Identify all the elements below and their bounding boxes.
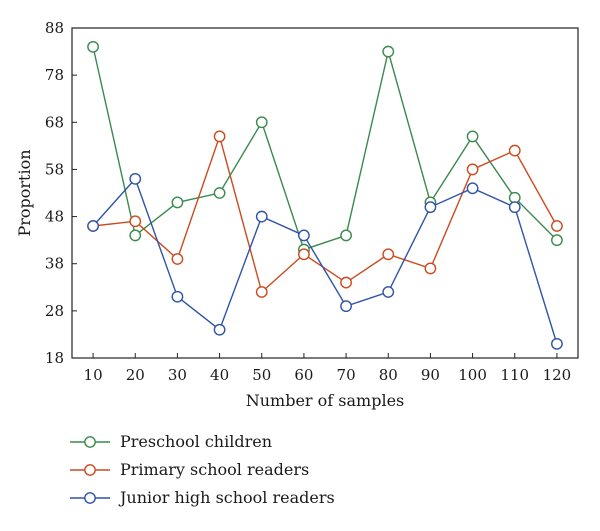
legend-swatch-marker (84, 464, 96, 476)
data-point (340, 276, 352, 289)
data-point (424, 262, 437, 275)
legend-swatch-marker (84, 436, 96, 448)
series-group (87, 130, 563, 298)
legend-swatch-marker (84, 492, 96, 504)
data-point (171, 253, 184, 265)
data-point (382, 286, 395, 298)
series-group (87, 172, 563, 350)
x-tick-label: 60 (294, 366, 313, 384)
data-point (382, 248, 395, 261)
x-tick-label: 10 (84, 366, 103, 384)
data-point (466, 130, 479, 143)
data-point (508, 144, 521, 157)
legend-item: Junior high school readers (70, 488, 335, 507)
series-line (92, 177, 558, 345)
legend-label: Preschool children (120, 432, 272, 451)
y-tick-label: 68 (45, 113, 64, 131)
legend-item: Primary school readers (70, 460, 309, 479)
data-point (87, 40, 99, 53)
x-tick-label: 50 (252, 366, 271, 384)
x-tick-label: 120 (543, 366, 572, 384)
data-point (213, 323, 226, 336)
series-line (93, 134, 558, 294)
x-tick-label: 90 (421, 366, 440, 384)
y-tick-label: 88 (45, 19, 64, 37)
data-point (255, 210, 268, 223)
data-point (340, 229, 352, 242)
y-tick-labels: 18 28 38 48 58 68 78 88 (45, 19, 77, 367)
data-point (213, 187, 226, 199)
legend-label: Junior high school readers (118, 488, 335, 507)
x-tick-label: 100 (458, 366, 487, 384)
data-point (255, 116, 268, 129)
series-line (92, 46, 558, 251)
x-tick-labels: 10 20 30 40 50 60 70 80 90 100 110 120 (84, 353, 572, 384)
legend-item: Preschool children (70, 432, 272, 451)
x-axis-label: Number of samples (246, 391, 405, 410)
y-tick-label: 38 (45, 255, 64, 273)
x-tick-label: 110 (500, 366, 529, 384)
legend-label: Primary school readers (120, 460, 309, 479)
data-point (213, 130, 226, 143)
y-tick-label: 18 (45, 349, 64, 367)
data-point (551, 234, 563, 247)
data-point (298, 229, 310, 242)
data-point (382, 45, 395, 58)
data-point (129, 229, 142, 242)
data-point (87, 220, 99, 232)
data-point (298, 248, 310, 261)
series-group (87, 40, 563, 256)
data-point (255, 286, 268, 298)
data-point (551, 337, 563, 350)
x-tick-label: 40 (210, 366, 229, 384)
data-point (466, 182, 479, 195)
legend: Preschool children Primary school readers… (70, 432, 335, 507)
data-point (551, 220, 563, 232)
data-point (171, 290, 184, 303)
x-tick-label: 80 (379, 366, 398, 384)
x-tick-label: 20 (126, 366, 145, 384)
data-point (129, 215, 142, 228)
x-tick-label: 30 (168, 366, 187, 384)
y-tick-label: 58 (45, 160, 64, 178)
series-layer (87, 40, 563, 350)
y-tick-label: 78 (45, 66, 64, 84)
plot-frame (71, 27, 579, 359)
data-point (424, 201, 437, 214)
y-tick-label: 28 (45, 302, 64, 320)
data-point (508, 201, 521, 214)
data-point (340, 300, 352, 313)
x-tick-label: 70 (337, 366, 356, 384)
data-point (466, 163, 479, 176)
y-tick-label: 48 (45, 208, 64, 226)
data-point (171, 196, 184, 209)
y-axis-label: Proportion (15, 149, 34, 236)
data-point (129, 172, 142, 185)
